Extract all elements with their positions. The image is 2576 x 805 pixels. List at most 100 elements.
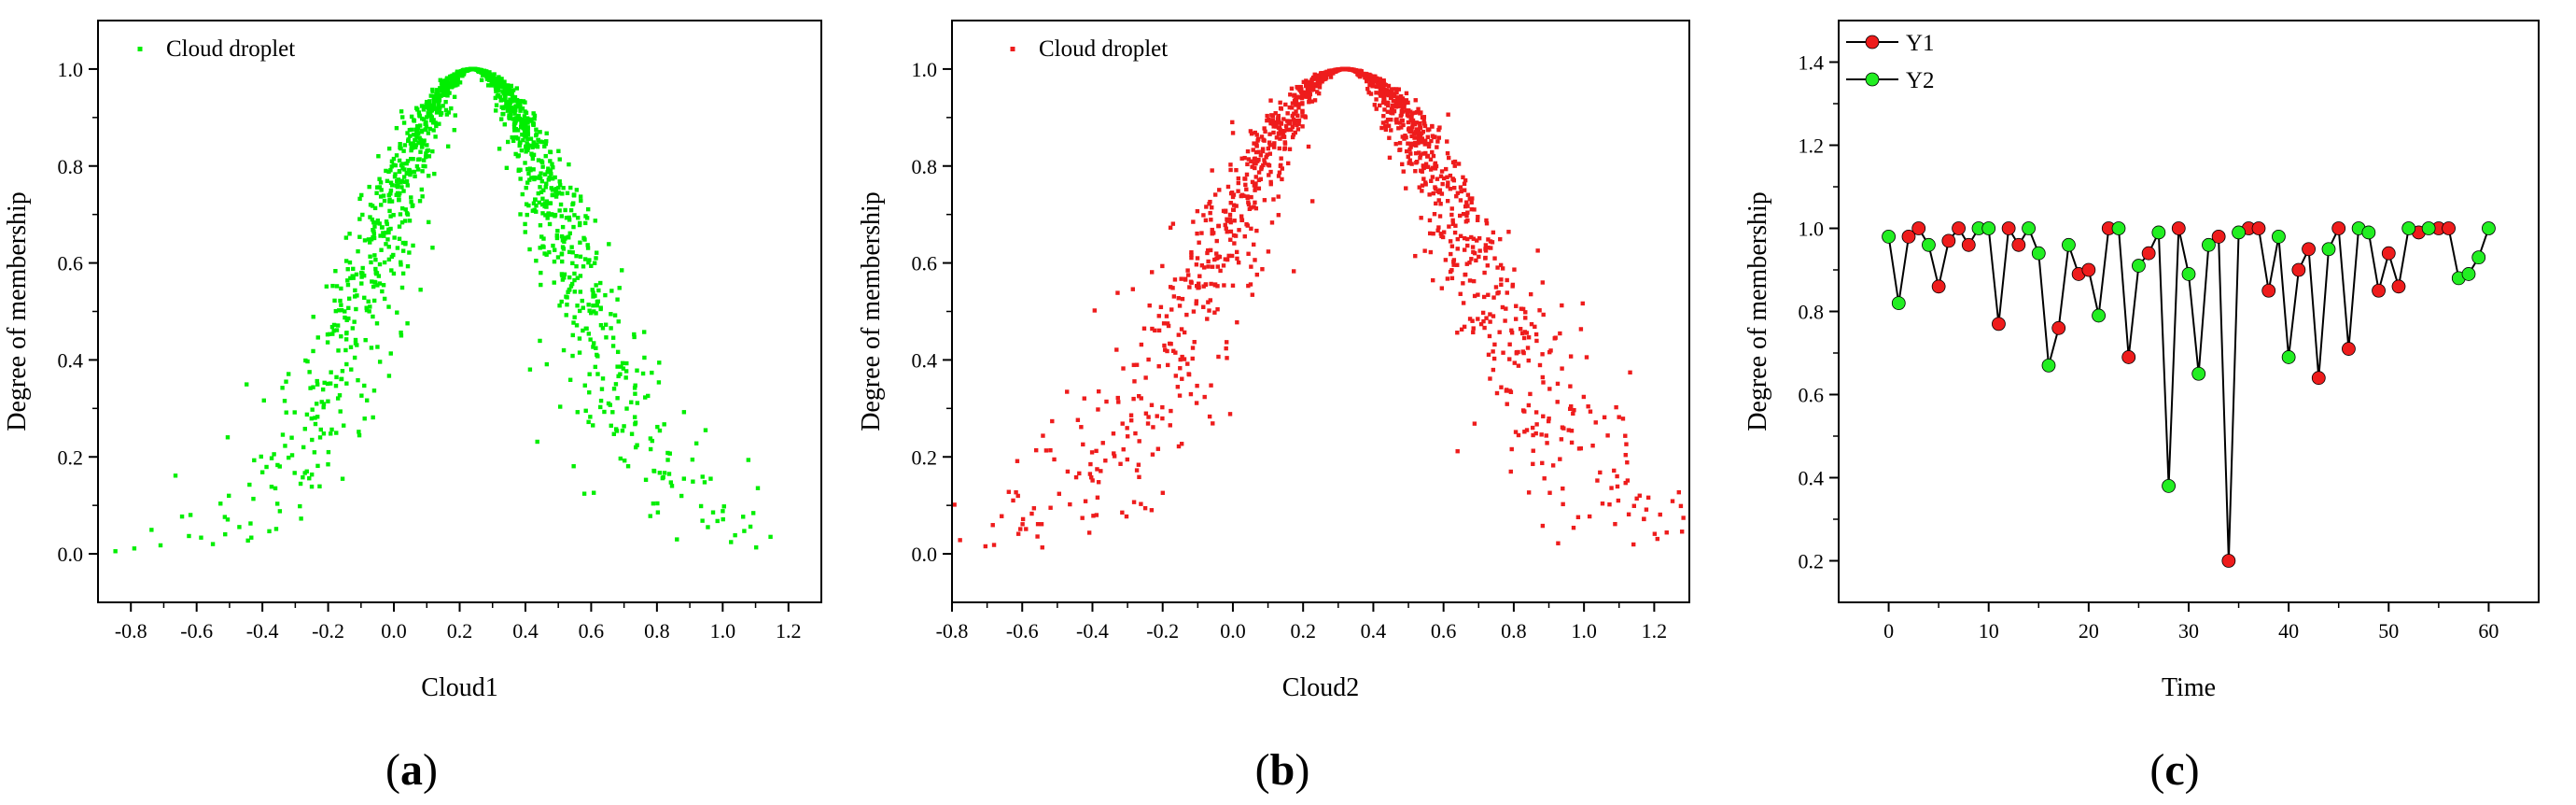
cloud-droplet-point — [607, 242, 611, 247]
x-tick-label: 1.0 — [710, 619, 736, 643]
cloud-droplet-point — [1406, 100, 1410, 106]
cloud-droplet-point — [1433, 166, 1438, 171]
cloud-droplet-point — [1396, 104, 1402, 108]
cloud-droplet-point — [1491, 367, 1496, 373]
cloud-droplet-point — [1433, 134, 1437, 139]
panel-label-close: ) — [423, 745, 438, 795]
cloud-droplet-point — [1427, 218, 1433, 223]
cloud-droplet-point — [324, 284, 329, 289]
cloud-droplet-point — [1389, 87, 1394, 92]
cloud-droplet-point — [1394, 120, 1399, 125]
cloud-droplet-point — [430, 120, 436, 125]
cloud-droplet-point — [381, 231, 385, 235]
cloud-droplet-point — [698, 503, 704, 509]
cloud-droplet-point — [1073, 474, 1079, 480]
cloud-droplet-point — [507, 85, 512, 90]
cloud-droplet-point — [536, 158, 541, 162]
cloud-droplet-point — [1439, 191, 1445, 196]
cloud-droplet-point — [432, 105, 437, 109]
y2-point — [2132, 259, 2146, 273]
cloud-droplet-point — [401, 120, 407, 125]
cloud-droplet-point — [332, 298, 337, 304]
panel-label-text: (c) — [2149, 745, 2199, 795]
cloud-droplet-point — [1400, 162, 1405, 167]
cloud-droplet-point — [363, 337, 368, 343]
cloud-droplet-point — [343, 235, 349, 240]
cloud-droplet-point — [598, 322, 604, 328]
cloud-droplet-point — [1664, 530, 1669, 535]
cloud-droplet-point — [382, 198, 387, 204]
cloud-droplet-point — [405, 212, 411, 217]
cloud-droplet-point — [582, 220, 588, 226]
cloud-droplet-point — [1396, 87, 1401, 92]
cloud-droplet-point — [384, 219, 389, 224]
cloud-droplet-point — [1531, 432, 1535, 438]
cloud-droplet-point — [1625, 478, 1631, 483]
cloud-droplet-point — [358, 270, 364, 275]
x-tick-label: 0.0 — [1220, 619, 1246, 643]
cloud-droplet-point — [1463, 204, 1468, 209]
cloud-droplet-point — [657, 428, 663, 433]
cloud-droplet-point — [1488, 376, 1492, 381]
cloud-droplet-point — [417, 157, 422, 162]
cloud-droplet-point — [274, 501, 280, 506]
cloud-droplet-point — [368, 240, 372, 245]
cloud-droplet-point — [1128, 413, 1134, 417]
cloud-droplet-point — [952, 502, 957, 507]
cloud-droplet-point — [399, 333, 404, 338]
cloud-droplet-point — [1545, 441, 1549, 445]
cloud-droplet-point — [1131, 500, 1137, 504]
cloud-droplet-point — [1410, 125, 1415, 130]
cloud-droplet-point — [1252, 205, 1256, 209]
cloud-droplet-point — [560, 238, 566, 243]
cloud-droplet-point — [1383, 127, 1389, 132]
cloud-droplet-point — [1278, 163, 1283, 168]
cloud-droplet-point — [1189, 250, 1194, 255]
cloud-droplet-point — [1471, 326, 1476, 331]
cloud-droplet-point — [473, 67, 479, 72]
y1-point — [2442, 221, 2456, 235]
cloud-droplet-point — [422, 138, 427, 143]
cloud-droplet-point — [252, 458, 257, 463]
cloud-droplet-point — [525, 129, 530, 134]
cloud-droplet-point — [1440, 234, 1446, 240]
cloud-droplet-point — [585, 206, 591, 212]
cloud-droplet-point — [413, 174, 417, 178]
cloud-droplet-point — [543, 141, 548, 147]
cloud-droplet-point — [560, 191, 565, 196]
cloud-droplet-point — [1410, 122, 1415, 127]
cloud-droplet-point — [611, 387, 617, 391]
cloud-droplet-point — [345, 282, 351, 288]
cloud-droplet-point — [1230, 131, 1236, 135]
cloud-droplet-point — [417, 123, 423, 128]
cloud-droplet-point — [1302, 114, 1308, 119]
cloud-droplet-point — [548, 201, 553, 205]
cloud-droplet-point — [572, 290, 578, 294]
cloud-droplet-point — [1150, 452, 1155, 457]
cloud-droplet-point — [1230, 194, 1236, 200]
y2-point — [1891, 296, 1906, 311]
cloud-droplet-point — [1246, 157, 1252, 162]
cloud-droplet-point — [1249, 226, 1253, 232]
cloud-droplet-point — [541, 236, 546, 241]
y2-point — [1922, 237, 1936, 252]
cloud-droplet-point — [1605, 433, 1610, 438]
cloud-droplet-point — [525, 146, 531, 150]
cloud-droplet-point — [1609, 486, 1614, 490]
cloud-droplet-point — [1295, 113, 1300, 119]
cloud-droplet-point — [539, 190, 544, 195]
cloud-droplet-point — [435, 88, 440, 92]
cloud-droplet-point — [539, 270, 543, 275]
cloud-droplet-point — [648, 514, 652, 518]
cloud-droplet-point — [610, 335, 616, 340]
cloud-droplet-point — [321, 404, 326, 410]
cloud-droplet-point — [1228, 162, 1233, 167]
cloud-droplet-point — [538, 223, 543, 228]
cloud-droplet-point — [1015, 493, 1020, 499]
cloud-droplet-point — [397, 236, 402, 241]
cloud-droplet-point — [1462, 324, 1467, 330]
cloud-droplet-point — [393, 162, 398, 168]
cloud-droplet-point — [1438, 202, 1443, 206]
cloud-droplet-point — [508, 89, 512, 93]
